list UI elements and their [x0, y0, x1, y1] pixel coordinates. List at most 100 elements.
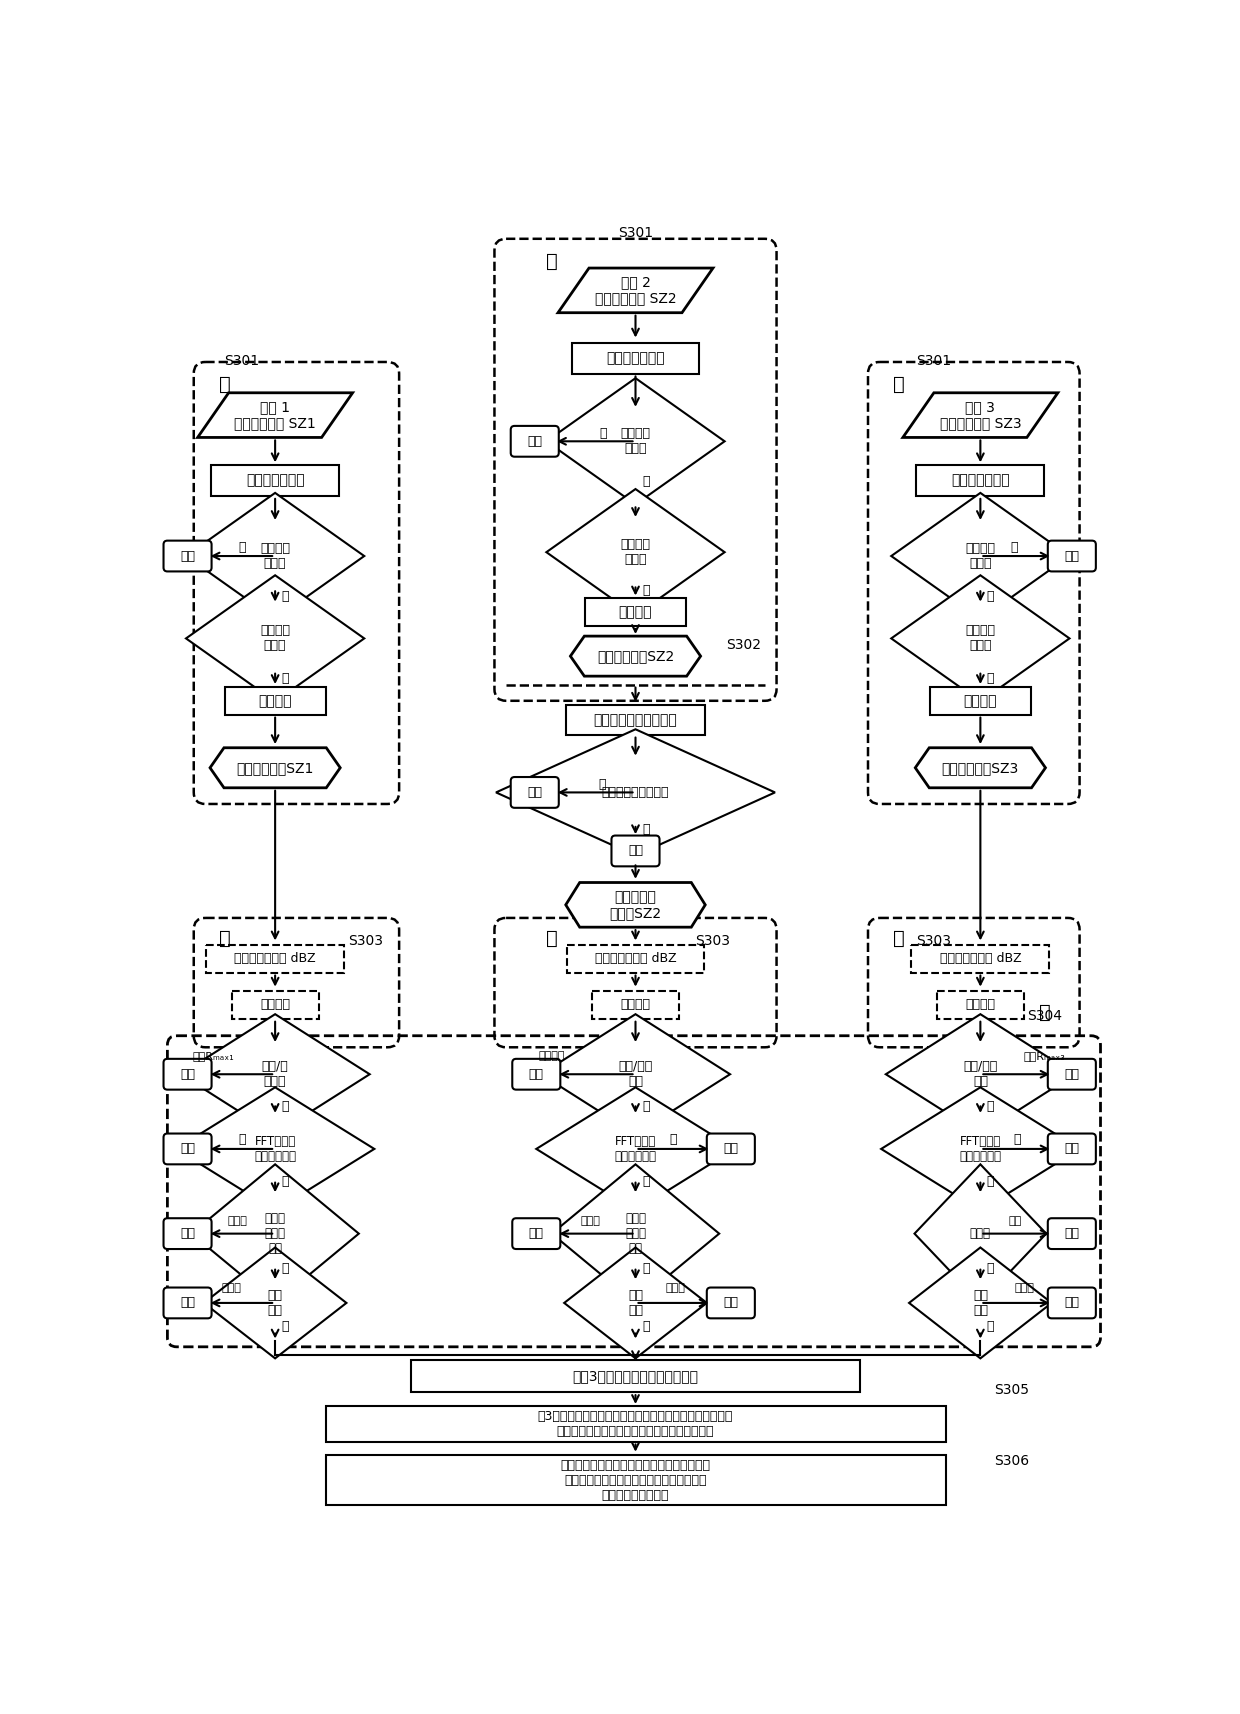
- FancyBboxPatch shape: [1048, 1219, 1096, 1250]
- Polygon shape: [186, 576, 365, 701]
- FancyBboxPatch shape: [611, 835, 660, 866]
- Polygon shape: [903, 393, 1058, 437]
- Text: 是否有速
度模糊: 是否有速 度模糊: [620, 538, 651, 566]
- Text: S301: S301: [224, 355, 259, 369]
- Text: S303: S303: [696, 934, 730, 948]
- Text: 模式 1
多普勒功率谱 SZ1: 模式 1 多普勒功率谱 SZ1: [234, 399, 316, 430]
- Polygon shape: [892, 494, 1069, 619]
- Text: ～: ～: [1039, 1003, 1050, 1022]
- FancyBboxPatch shape: [325, 1455, 945, 1505]
- Text: 功率统一转化为 dBZ: 功率统一转化为 dBZ: [940, 953, 1022, 965]
- Text: S301: S301: [916, 355, 951, 369]
- Text: 舍弃: 舍弃: [1064, 1227, 1079, 1241]
- FancyBboxPatch shape: [511, 776, 559, 807]
- Bar: [937, 991, 1024, 1018]
- Text: 功率统一转化为 dBZ: 功率统一转化为 dBZ: [234, 953, 316, 965]
- Text: 谱噪声电平计算: 谱噪声电平计算: [246, 473, 305, 487]
- Text: 过饱和
信噪比
判断: 过饱和 信噪比 判断: [625, 1212, 646, 1255]
- Text: 是否有气
象信号: 是否有气 象信号: [620, 427, 651, 456]
- Text: FFT谱点是
否是气象信号: FFT谱点是 否是气象信号: [615, 1135, 656, 1162]
- Polygon shape: [915, 1164, 1047, 1303]
- FancyBboxPatch shape: [164, 1219, 212, 1250]
- Text: 数据插值: 数据插值: [260, 999, 290, 1011]
- Text: 数据插值: 数据插值: [966, 999, 996, 1011]
- Text: ～: ～: [219, 929, 231, 948]
- Text: 模糊纠正: 模糊纠正: [619, 605, 652, 619]
- Text: 否: 否: [599, 778, 606, 792]
- Text: 否: 否: [239, 542, 247, 554]
- Text: 删除距离旁
瓣后的SZ2: 删除距离旁 瓣后的SZ2: [609, 890, 662, 920]
- Text: ～: ～: [893, 375, 905, 394]
- Polygon shape: [915, 747, 1045, 788]
- Text: 丢弃: 丢弃: [1064, 550, 1079, 562]
- Text: 超出Rₘₐₓ₃: 超出Rₘₐₓ₃: [1024, 1051, 1065, 1061]
- Text: 是否有气
象信号: 是否有气 象信号: [260, 542, 290, 571]
- Text: 高度/距
离判断: 高度/距 离判断: [262, 1061, 289, 1088]
- Text: 是: 是: [642, 475, 650, 488]
- Text: 舍弃: 舍弃: [180, 1227, 195, 1241]
- Text: 保留: 保留: [527, 787, 542, 799]
- Text: 是: 是: [281, 1320, 289, 1333]
- FancyBboxPatch shape: [512, 1059, 560, 1090]
- Polygon shape: [181, 1015, 370, 1135]
- Text: 是: 是: [281, 1100, 289, 1112]
- Text: 模糊纠正: 模糊纠正: [963, 694, 997, 708]
- FancyBboxPatch shape: [585, 598, 686, 626]
- Text: 得到3组可用的多普勒功率谱数据: 得到3组可用的多普勒功率谱数据: [573, 1369, 698, 1383]
- Polygon shape: [541, 1015, 730, 1135]
- Text: 舍弃: 舍弃: [1064, 1143, 1079, 1155]
- Text: 否: 否: [1014, 1133, 1022, 1147]
- Text: 高度/距离
判断: 高度/距离 判断: [963, 1061, 997, 1088]
- Polygon shape: [191, 1164, 358, 1303]
- FancyBboxPatch shape: [1048, 1287, 1096, 1318]
- Polygon shape: [558, 267, 713, 312]
- Polygon shape: [547, 379, 724, 504]
- Text: 是: 是: [642, 1100, 650, 1112]
- Text: 模式 3
多普勒功率谱 SZ3: 模式 3 多普勒功率谱 SZ3: [940, 399, 1022, 430]
- Text: 灵敏度: 灵敏度: [970, 1227, 991, 1241]
- Polygon shape: [570, 636, 701, 675]
- FancyBboxPatch shape: [707, 1133, 755, 1164]
- Bar: [232, 991, 319, 1018]
- Polygon shape: [197, 393, 352, 437]
- Text: 是: 是: [281, 1174, 289, 1188]
- Text: 舍弃: 舍弃: [528, 1227, 544, 1241]
- Text: 舍弃: 舍弃: [180, 1068, 195, 1082]
- FancyBboxPatch shape: [511, 425, 559, 456]
- Bar: [567, 944, 704, 972]
- Text: 过饱和
信噪比
判断: 过饱和 信噪比 判断: [264, 1212, 285, 1255]
- FancyBboxPatch shape: [164, 1059, 212, 1090]
- FancyBboxPatch shape: [211, 464, 339, 495]
- Text: 否: 否: [239, 1133, 247, 1147]
- Polygon shape: [552, 1164, 719, 1303]
- Polygon shape: [909, 1248, 1052, 1359]
- Text: 速度
判断: 速度 判断: [973, 1289, 988, 1316]
- Text: 舍弃: 舍弃: [723, 1143, 738, 1155]
- Text: 删除: 删除: [627, 845, 644, 857]
- Text: 舍弃: 舍弃: [1064, 1068, 1079, 1082]
- Text: 丢弃: 丢弃: [527, 435, 542, 447]
- Text: 是: 是: [642, 1320, 650, 1333]
- Text: 是否有速
度模糊: 是否有速 度模糊: [966, 624, 996, 653]
- Text: 丢弃: 丢弃: [180, 550, 195, 562]
- Polygon shape: [565, 883, 706, 927]
- FancyBboxPatch shape: [1048, 1133, 1096, 1164]
- Text: 是: 是: [642, 823, 650, 836]
- Text: 舍弃: 舍弃: [180, 1143, 195, 1155]
- Text: FFT谱点是
否是气象信号: FFT谱点是 否是气象信号: [960, 1135, 1002, 1162]
- Text: 否: 否: [1009, 542, 1018, 554]
- Text: S301: S301: [618, 226, 653, 240]
- Text: S303: S303: [916, 934, 951, 948]
- Text: 过饱和: 过饱和: [228, 1217, 248, 1226]
- FancyBboxPatch shape: [916, 464, 1044, 495]
- Text: S303: S303: [348, 934, 383, 948]
- Text: 否: 否: [668, 1133, 677, 1147]
- Text: 过饱和: 过饱和: [580, 1217, 600, 1226]
- Text: FFT谱点是
否是气象信号: FFT谱点是 否是气象信号: [254, 1135, 296, 1162]
- Polygon shape: [496, 728, 775, 855]
- FancyBboxPatch shape: [572, 343, 699, 374]
- Text: 是: 是: [987, 1174, 994, 1188]
- Text: 速度
判断: 速度 判断: [268, 1289, 283, 1316]
- Text: 是: 是: [642, 584, 650, 596]
- Text: 谱矩计算和归一化处理: 谱矩计算和归一化处理: [594, 713, 677, 727]
